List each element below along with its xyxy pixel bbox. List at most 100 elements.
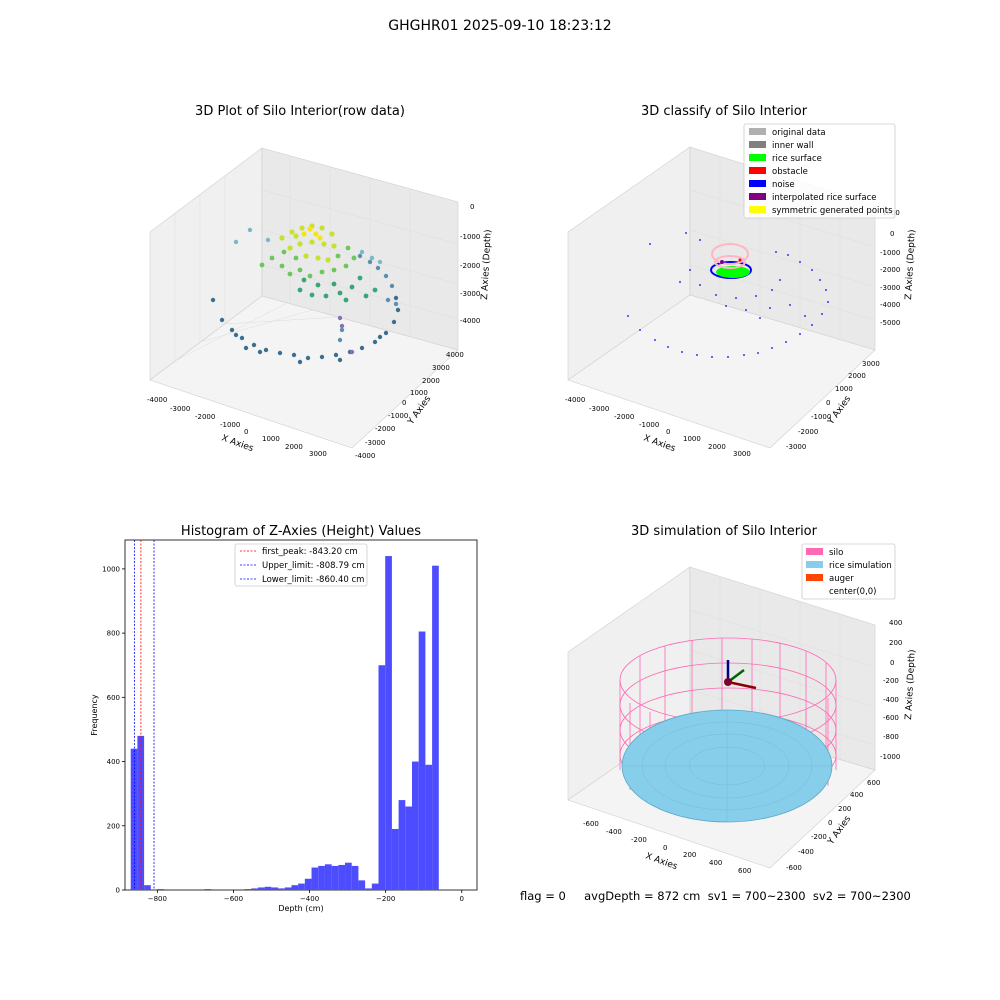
svg-text:400: 400 (889, 619, 902, 627)
svg-text:3000: 3000 (432, 364, 450, 372)
histogram-bar (184, 889, 191, 890)
histogram-bar (298, 883, 305, 890)
svg-text:2000: 2000 (285, 443, 303, 451)
raw-zlabel: Z Axies (Depth) (480, 229, 494, 300)
svg-text:-4000: -4000 (880, 301, 900, 309)
svg-text:3000: 3000 (862, 360, 880, 368)
histogram-bar (371, 883, 379, 890)
svg-text:-400: -400 (883, 696, 899, 704)
svg-text:0: 0 (402, 399, 406, 407)
legend-swatch (806, 574, 823, 581)
histogram-bar (204, 889, 212, 890)
status-line: flag = 0 avgDepth = 872 cm sv1 = 700~230… (520, 889, 911, 903)
x-tick-label: −800 (148, 895, 167, 903)
svg-text:Z Axies (Depth): Z Axies (Depth) (904, 229, 918, 300)
svg-text:3000: 3000 (733, 450, 751, 458)
svg-text:2000: 2000 (422, 377, 440, 385)
svg-text:-3000: -3000 (460, 290, 480, 298)
legend-label: rice surface (772, 154, 822, 164)
histogram-bar (291, 885, 299, 890)
legend-swatch (806, 561, 823, 568)
histogram-x-ticks: −800 −600 −400 −200 0 (148, 890, 464, 903)
svg-text:-1000: -1000 (460, 233, 480, 241)
simulation-plot-title: 3D simulation of Silo Interior (631, 524, 817, 539)
legend-label: original data (772, 128, 826, 138)
svg-text:1000: 1000 (262, 435, 280, 443)
legend-label: Upper_limit: -808.79 cm (262, 561, 365, 571)
svg-text:2000: 2000 (848, 372, 866, 380)
legend-swatch (749, 167, 766, 174)
svg-text:600: 600 (738, 867, 751, 875)
figure-title: GHGHR01 2025-09-10 18:23:12 (388, 18, 612, 34)
histogram-bar (338, 864, 346, 890)
svg-text:-400: -400 (606, 828, 622, 836)
histogram-bar (324, 864, 332, 890)
histogram-bar (351, 865, 359, 890)
histogram-bar (418, 631, 426, 890)
histogram-bar (311, 867, 319, 890)
svg-text:-5000: -5000 (880, 319, 900, 327)
histogram-legend: first_peak: -843.20 cm Upper_limit: -808… (234, 543, 368, 587)
histogram-bar (144, 885, 151, 890)
histogram-bars (130, 556, 439, 890)
histogram-bar (251, 888, 258, 890)
histogram-bar (331, 865, 339, 890)
svg-text:-200: -200 (631, 836, 647, 844)
svg-text:-3000: -3000 (365, 439, 385, 447)
svg-text:Z Axies (Depth): Z Axies (Depth) (904, 649, 918, 720)
legend-swatch (749, 180, 766, 187)
simulation-legend: silo rice simulation auger center(0,0) (801, 543, 896, 600)
histogram-xlabel: Depth (cm) (278, 904, 323, 913)
histogram-bar (237, 889, 245, 890)
rice-surface-region (716, 266, 750, 278)
svg-text:-400: -400 (798, 848, 814, 856)
y-tick-label: 200 (107, 822, 120, 830)
y-tick-label: 400 (107, 758, 120, 766)
svg-text:600: 600 (867, 779, 880, 787)
y-tick-label: 1000 (102, 565, 120, 573)
svg-text:1000: 1000 (835, 385, 853, 393)
histogram-bar (391, 828, 399, 890)
histogram-bar (264, 886, 272, 890)
histogram-bar (432, 565, 439, 890)
histogram-bar (405, 806, 413, 890)
raw-points (210, 223, 401, 365)
svg-text:400: 400 (709, 859, 722, 867)
svg-text:0: 0 (663, 844, 667, 852)
histogram-bar (358, 880, 366, 890)
legend-label: Lower_limit: -860.40 cm (262, 575, 364, 585)
legend-swatch (749, 193, 766, 200)
histogram-bar (345, 862, 352, 890)
x-tick-label: −600 (224, 895, 243, 903)
raw-plot-title: 3D Plot of Silo Interior(row data) (195, 104, 405, 119)
legend-label: center(0,0) (829, 587, 877, 597)
svg-text:0: 0 (244, 428, 248, 436)
svg-text:-200: -200 (883, 677, 899, 685)
legend-label: rice simulation (829, 561, 892, 571)
svg-text:400: 400 (850, 791, 863, 799)
legend-swatch (749, 141, 766, 148)
svg-text:-1000: -1000 (880, 249, 900, 257)
histogram-y-ticks: 0 200 400 600 800 1000 (102, 565, 125, 895)
svg-text:-2000: -2000 (460, 262, 480, 270)
svg-text:0: 0 (826, 399, 830, 407)
classify-plot-title: 3D classify of Silo Interior (640, 104, 808, 119)
histogram-bar (137, 735, 145, 890)
svg-text:200: 200 (889, 639, 902, 647)
legend-label: inner wall (772, 141, 813, 151)
y-tick-label: 0 (116, 887, 120, 895)
svg-text:-2000: -2000 (195, 413, 215, 421)
svg-text:-2000: -2000 (798, 428, 818, 436)
histogram-bar (385, 556, 392, 890)
svg-text:0: 0 (890, 659, 894, 667)
histogram-vlines (133, 540, 155, 890)
histogram-bar (271, 887, 279, 890)
histogram-bar (318, 865, 325, 890)
svg-text:3000: 3000 (309, 450, 327, 458)
histogram-title: Histogram of Z-Axies (Height) Values (180, 524, 422, 539)
histogram-bar (284, 887, 292, 890)
svg-text:-1000: -1000 (880, 753, 900, 761)
